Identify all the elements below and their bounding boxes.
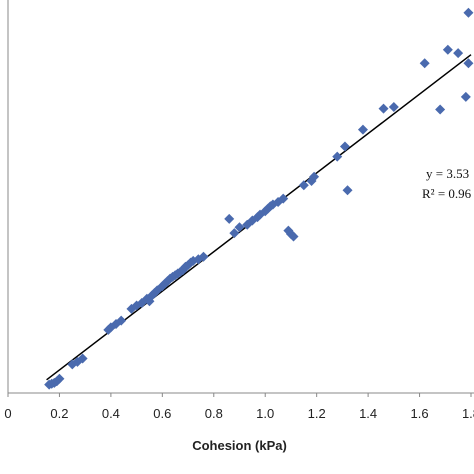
data-points (44, 7, 474, 390)
data-point (309, 171, 320, 182)
x-tick-label: 1.4 (359, 406, 377, 421)
data-point (419, 58, 430, 69)
data-point (116, 315, 127, 326)
data-point (332, 151, 343, 162)
trendline-equation: y = 3.53 (426, 166, 469, 181)
data-point (460, 91, 471, 102)
data-point (453, 48, 464, 59)
x-axis-title: Cohesion (kPa) (192, 438, 287, 453)
data-point (54, 373, 65, 384)
data-point (298, 180, 309, 191)
data-point (339, 141, 350, 152)
data-point (278, 193, 289, 204)
data-point (357, 124, 368, 135)
x-tick-label: 1.2 (308, 406, 326, 421)
data-point (77, 353, 88, 364)
data-point (378, 103, 389, 114)
data-point (229, 228, 240, 239)
data-point (234, 222, 245, 233)
data-point (463, 58, 474, 69)
data-point (463, 7, 474, 18)
data-point (388, 101, 399, 112)
data-point (198, 251, 209, 262)
x-tick-label: 0.8 (205, 406, 223, 421)
x-tick-label: 0 (4, 406, 11, 421)
data-point (442, 44, 453, 55)
x-tick-label: 1.6 (411, 406, 429, 421)
x-tick-labels: 0 0.2 0.4 0.6 0.8 1.0 1.2 1.4 1.6 1.8 (4, 406, 474, 421)
data-point (288, 231, 299, 242)
data-point (435, 104, 446, 115)
trendline-r-squared: R² = 0.96 (422, 186, 472, 201)
data-point (342, 185, 353, 196)
x-tick-label: 0.4 (102, 406, 120, 421)
x-tick-label: 1.0 (256, 406, 274, 421)
x-tick-label: 1.8 (462, 406, 474, 421)
data-point (224, 213, 235, 224)
x-tick-label: 0.2 (50, 406, 68, 421)
x-tick-label: 0.6 (153, 406, 171, 421)
axes (7, 0, 474, 397)
